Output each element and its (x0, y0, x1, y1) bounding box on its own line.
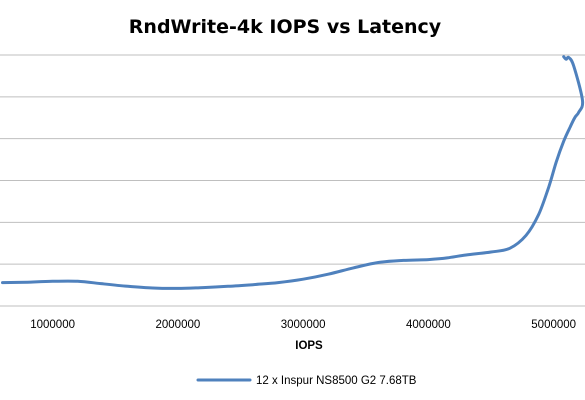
x-tick-label: 2000000 (155, 319, 200, 331)
chart-title: RndWrite-4k IOPS vs Latency (129, 16, 442, 38)
series-line (1, 55, 585, 290)
legend-label: 12 x Inspur NS8500 G2 7.68TB (256, 375, 417, 387)
legend: 12 x Inspur NS8500 G2 7.68TB (196, 375, 417, 387)
x-axis-label: IOPS (295, 340, 323, 352)
x-tick-label: 5000000 (531, 319, 576, 331)
gridlines (0, 54, 585, 307)
x-tick-label: 1000000 (30, 319, 75, 331)
x-tick-label: 3000000 (281, 319, 326, 331)
x-tick-labels: 1000000 2000000 3000000 4000000 5000000 (30, 319, 576, 331)
x-tick-label: 4000000 (406, 319, 451, 331)
